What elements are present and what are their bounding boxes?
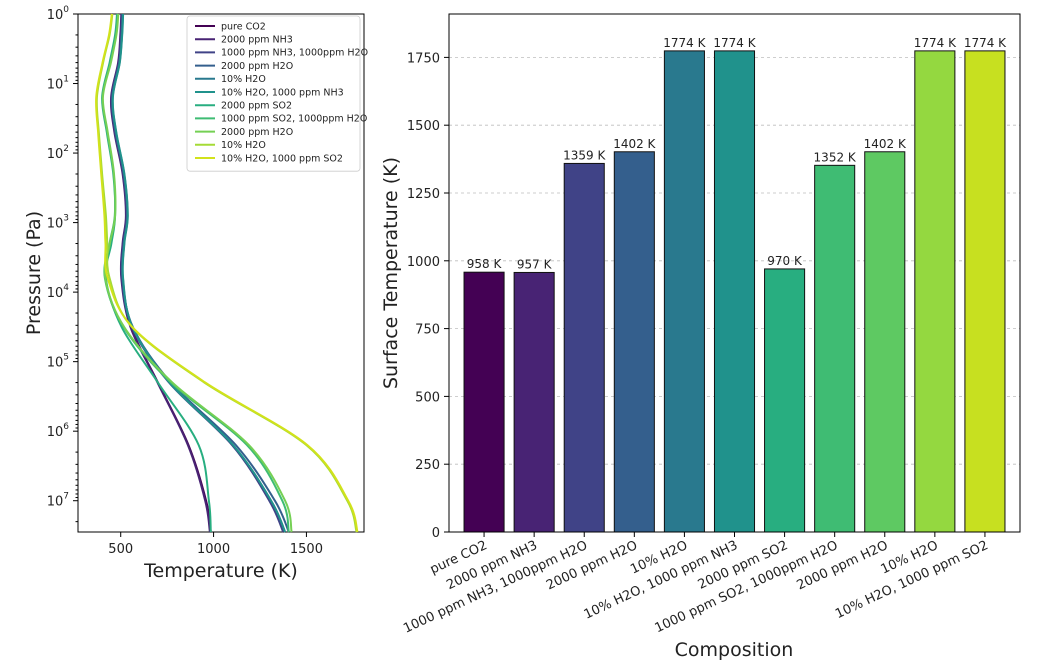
bar-value-label: 1359 K bbox=[563, 148, 606, 162]
pt-legend-label: 2000 ppm H2O bbox=[221, 61, 293, 72]
pt-legend-label: 10% H2O, 1000 ppm NH3 bbox=[221, 87, 344, 98]
bar-3 bbox=[613, 151, 655, 533]
pt-plot-frame bbox=[77, 13, 365, 533]
bar-y-tick-label: 1250 bbox=[407, 187, 440, 202]
bar-value-label: 1402 K bbox=[613, 137, 656, 151]
pt-y-axis-label: Pressure (Pa) bbox=[23, 211, 45, 335]
pt-line-10 bbox=[95, 13, 359, 533]
pt-legend-label: 2000 ppm H2O bbox=[221, 127, 293, 138]
pt-y-ticks: 100 101 102 103 104 105 106 107 bbox=[47, 5, 78, 523]
bar-y-ticks: 0 250 500 750 1000 1250 1500 1750 bbox=[407, 51, 449, 541]
bar-value-label: 958 K bbox=[467, 257, 503, 271]
bar-y-tick-label: 0 bbox=[432, 526, 440, 541]
bar-1 bbox=[513, 271, 555, 533]
bar-value-label: 1774 K bbox=[663, 36, 706, 50]
surface-temperature-chart: 958 K 957 K 1359 K 1402 K 1774 K 1774 K 970 K 1… bbox=[380, 13, 1021, 661]
pt-y-tick-label: 107 bbox=[47, 492, 69, 510]
bar-0 bbox=[463, 271, 505, 533]
bar-value-label: 957 K bbox=[517, 257, 553, 271]
pt-y-tick-label: 101 bbox=[47, 75, 69, 93]
pt-x-axis-label: Temperature (K) bbox=[143, 560, 298, 582]
bar-y-tick-label: 1500 bbox=[407, 119, 440, 134]
pt-legend-label: 10% H2O, 1000 ppm SO2 bbox=[221, 153, 343, 164]
bar-2 bbox=[563, 162, 605, 533]
bar-4 bbox=[663, 50, 705, 533]
pt-y-tick-label: 102 bbox=[47, 144, 69, 162]
bar-value-labels: 958 K 957 K 1359 K 1402 K 1774 K 1774 K 970 K 1… bbox=[467, 36, 1007, 272]
bars bbox=[463, 50, 1006, 533]
pt-legend-label: 10% H2O bbox=[221, 74, 266, 85]
bar-y-tick-label: 750 bbox=[415, 323, 440, 338]
bar-8 bbox=[864, 151, 906, 533]
pt-x-ticks: 500 1000 1500 bbox=[108, 532, 323, 557]
pt-y-tick-label: 105 bbox=[47, 353, 69, 371]
bar-value-label: 1774 K bbox=[964, 36, 1007, 50]
pt-legend-label: pure CO2 bbox=[221, 21, 266, 32]
pt-x-tick-label: 1500 bbox=[290, 542, 323, 557]
bar-9 bbox=[914, 50, 956, 533]
bar-value-label: 1402 K bbox=[864, 137, 907, 151]
bar-y-tick-label: 500 bbox=[415, 390, 440, 405]
bar-y-tick-label: 250 bbox=[415, 458, 440, 473]
bar-value-label: 1352 K bbox=[814, 150, 857, 164]
pt-legend-label: 1000 ppm SO2, 1000ppm H2O bbox=[221, 114, 367, 125]
bar-y-tick-label: 1000 bbox=[407, 255, 440, 270]
bar-y-axis-label: Surface Temperature (K) bbox=[380, 157, 402, 389]
bar-x-axis-label: Composition bbox=[675, 639, 794, 661]
bar-y-tick-label: 1750 bbox=[407, 51, 440, 66]
pt-profile-chart: 500 1000 1500 100 101 102 103 104 105 106 107 pur… bbox=[23, 5, 368, 582]
pt-legend-label: 10% H2O bbox=[221, 140, 266, 151]
pt-line-8 bbox=[101, 13, 293, 533]
bar-value-label: 1774 K bbox=[914, 36, 957, 50]
pt-legend-box bbox=[186, 15, 361, 172]
bar-6 bbox=[764, 268, 806, 533]
pt-lines bbox=[95, 13, 359, 533]
bar-value-label: 1774 K bbox=[713, 36, 756, 50]
pt-x-tick-label: 1000 bbox=[197, 542, 230, 557]
pt-y-tick-label: 104 bbox=[47, 283, 70, 301]
pt-x-tick-label: 500 bbox=[108, 542, 133, 557]
pt-y-tick-label: 106 bbox=[47, 422, 70, 440]
pt-legend-label: 2000 ppm NH3 bbox=[221, 35, 293, 46]
bar-5 bbox=[713, 50, 756, 533]
bar-value-label: 970 K bbox=[767, 254, 803, 268]
pt-y-tick-label: 100 bbox=[47, 5, 70, 23]
bar-7 bbox=[814, 164, 856, 533]
pt-y-tick-label: 103 bbox=[47, 214, 69, 232]
pt-legend: pure CO2 2000 ppm NH3 1000 ppm NH3, 1000pp… bbox=[186, 15, 368, 172]
pt-line-5 bbox=[111, 13, 287, 533]
pt-legend-label: 1000 ppm NH3, 1000ppm H2O bbox=[221, 48, 368, 59]
bar-10 bbox=[964, 50, 1006, 533]
pt-legend-label: 2000 ppm SO2 bbox=[221, 101, 292, 112]
